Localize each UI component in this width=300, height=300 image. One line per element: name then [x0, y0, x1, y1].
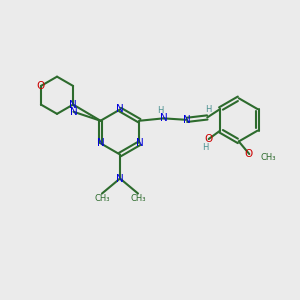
Text: N: N [183, 115, 191, 125]
Text: N: N [70, 107, 77, 117]
Text: N: N [97, 138, 104, 148]
Text: O: O [205, 134, 213, 144]
Text: CH₃: CH₃ [94, 194, 110, 203]
Text: N: N [136, 138, 143, 148]
Text: H: H [202, 143, 209, 152]
Text: N: N [69, 100, 77, 110]
Text: H: H [205, 105, 211, 114]
Text: N: N [116, 104, 124, 115]
Text: H: H [157, 106, 164, 116]
Text: O: O [244, 149, 253, 159]
Text: N: N [160, 113, 167, 123]
Text: N: N [116, 173, 124, 184]
Text: O: O [37, 81, 45, 91]
Text: CH₃: CH₃ [261, 153, 276, 162]
Text: CH₃: CH₃ [130, 194, 146, 203]
